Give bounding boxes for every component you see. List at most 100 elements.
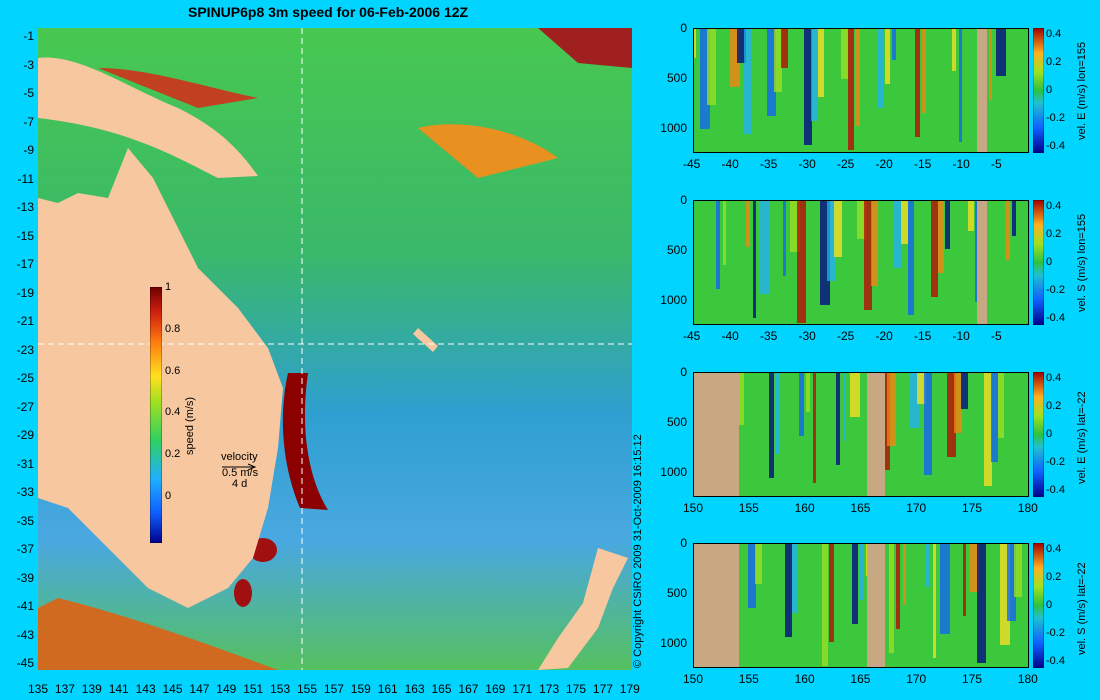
lon-tick-label: 135 [28, 682, 49, 696]
section-x-tick: -40 [721, 157, 739, 171]
section-streak [822, 543, 828, 666]
section-streak [940, 543, 950, 634]
speed-colorbar-tick: 0.6 [165, 364, 181, 377]
lon-tick-label: 145 [162, 682, 183, 696]
section-x-tick: 165 [850, 672, 871, 686]
section-streak [852, 543, 858, 624]
section-streak [892, 28, 896, 60]
section-streak [878, 28, 884, 108]
lon-tick-label: 171 [512, 682, 533, 696]
section-streak [947, 372, 956, 457]
section-x-tick: 160 [794, 672, 815, 686]
section-colorbar [1033, 200, 1044, 325]
lat-tick-label: -43 [16, 627, 34, 642]
section-streak [748, 543, 756, 608]
section-colorbar-tick: -0.2 [1046, 456, 1065, 468]
section-streak [769, 372, 774, 478]
section-colorbar-tick: 0.2 [1046, 400, 1062, 412]
speed-colorbar-label: speed (m/s) [184, 396, 196, 455]
section-streak [785, 543, 792, 637]
section-x-tick: 180 [1017, 672, 1038, 686]
section-streak [961, 372, 968, 409]
section-streak [730, 28, 740, 87]
lat-tick-label: -33 [16, 485, 34, 499]
section-y-tick: 0 [680, 193, 687, 207]
section-streak [989, 28, 992, 100]
section-land [867, 543, 885, 668]
section-x-tick: 150 [683, 501, 704, 515]
section-streak [859, 543, 864, 600]
section-streak [959, 28, 962, 142]
land-new-caledonia [413, 328, 438, 352]
section-colorbar-tick: 0 [1046, 84, 1053, 96]
section-colorbar-tick: 0.4 [1046, 372, 1062, 384]
section-streak [896, 543, 900, 629]
section-streak [811, 28, 818, 121]
section-streak [739, 372, 744, 425]
section-label: vel. S (m/s) lat=-22 [1076, 562, 1088, 655]
lat-tick-label: -11 [17, 171, 34, 186]
section-streak [806, 372, 810, 412]
section-land [977, 28, 987, 153]
speed-colorbar-tick: 0.4 [165, 406, 181, 419]
section-streak [1012, 200, 1016, 236]
section-streak [776, 372, 780, 454]
lat-tick-label: -31 [16, 456, 34, 471]
velocity-legend-title: velocity [221, 451, 258, 463]
lat-tick-label: -5 [23, 86, 34, 100]
lat-tick-label: -19 [16, 285, 34, 300]
section-colorbar-tick: 0.4 [1046, 543, 1062, 555]
section-colorbar-tick: 0.2 [1046, 571, 1062, 583]
lat-tick-label: -3 [23, 57, 34, 72]
section-border [693, 543, 1029, 668]
section-streak [933, 543, 936, 658]
lon-tick-label: 173 [539, 682, 560, 696]
section-streak [783, 200, 786, 276]
section-streak [834, 200, 842, 257]
section-streak [1005, 200, 1010, 260]
section-x-tick: -15 [914, 329, 932, 343]
velocity-legend-speed: 0.5 m/s [222, 467, 259, 479]
section-border [693, 200, 1029, 325]
land-new-zealand [538, 548, 628, 670]
section-colorbar-tick: 0.2 [1046, 56, 1062, 68]
section-streak [850, 372, 860, 417]
lat-tick-label: -1 [23, 29, 34, 43]
section-streak [857, 200, 866, 239]
section-streak [968, 200, 974, 231]
section-land [693, 543, 739, 668]
section-x-tick: 175 [962, 501, 983, 515]
section-streak [952, 28, 956, 71]
lon-tick-label: 179 [619, 682, 640, 696]
lon-tick-label: 149 [216, 682, 237, 696]
section-streak [984, 372, 992, 486]
section-streak [744, 28, 752, 134]
section-streak [737, 28, 746, 63]
section-y-tick: 500 [666, 243, 687, 257]
section-colorbar-tick: 0.4 [1046, 200, 1062, 212]
east-australian-current [282, 373, 328, 510]
section-streak [841, 28, 848, 79]
lat-tick-label: -27 [16, 399, 34, 414]
section-colorbar-tick: -0.2 [1046, 112, 1065, 124]
section-y-tick: 1000 [660, 636, 687, 650]
section-y-tick: 500 [666, 415, 687, 429]
section-streak [797, 200, 806, 323]
section-y-tick: 1000 [660, 293, 687, 307]
section-plot [693, 28, 1029, 153]
section-y-tick: 1000 [660, 121, 687, 135]
section-streak [894, 200, 902, 268]
lon-tick-label: 165 [431, 682, 452, 696]
speed-colorbar-tick: 0.2 [165, 448, 181, 461]
section-streak [926, 543, 930, 587]
section-streak [1000, 543, 1010, 645]
section-colorbar-tick: 0 [1046, 256, 1053, 268]
velocity-legend-arrow-icon [222, 463, 257, 471]
lat-tick-label: -15 [16, 228, 34, 243]
section-colorbar [1033, 543, 1044, 668]
section-streak [753, 200, 756, 318]
current-feature [418, 124, 558, 178]
section-x-tick: 180 [1017, 501, 1038, 515]
section-x-tick: -45 [683, 329, 701, 343]
section-x-tick: -30 [798, 157, 816, 171]
